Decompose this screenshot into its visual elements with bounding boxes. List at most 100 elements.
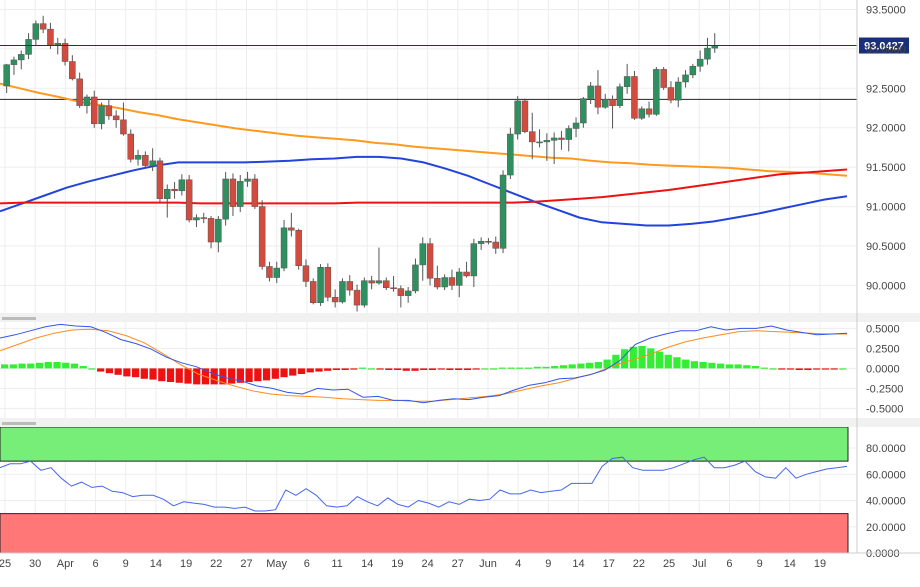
macd-histogram-bar	[236, 368, 244, 383]
candle-up	[237, 181, 244, 207]
candle-down	[426, 243, 434, 279]
candle-down	[434, 278, 441, 288]
macd-histogram-bar	[542, 366, 550, 369]
macd-histogram-bar	[708, 362, 716, 369]
macd-histogram-bar	[131, 368, 140, 378]
macd-histogram-bar	[760, 367, 768, 369]
candle-down	[185, 179, 193, 221]
macd-histogram-bar	[594, 362, 603, 369]
last-price-tag	[859, 37, 909, 54]
macd-histogram-bar	[804, 368, 812, 370]
price-y-tick-label: 92.0000	[866, 123, 906, 135]
x-tick-label: 9	[545, 558, 551, 570]
candle-up	[689, 65, 697, 76]
candle-down	[660, 69, 667, 88]
macd-histogram-bar	[428, 368, 437, 370]
candle-up	[507, 133, 514, 176]
macd-histogram-bar	[498, 367, 506, 369]
candle-up	[361, 280, 368, 306]
price-y-tick-label: 92.5000	[866, 83, 906, 95]
macd-histogram-bar	[603, 359, 611, 369]
macd-histogram-bar	[9, 364, 17, 369]
macd-histogram-bar	[524, 367, 533, 369]
candle-up	[412, 264, 419, 292]
rsi-y-tick-label: 40.0000	[866, 496, 906, 508]
rsi-y-tick-label: 20.0000	[866, 522, 906, 534]
macd-histogram-bar	[62, 362, 70, 369]
macd-histogram-bar	[18, 363, 26, 369]
axes: 25 30 Apr 6 9 14 19 22 27 May 6 11 14 19 24 27 Jun 4 9 14 17…	[0, 0, 920, 570]
rsi-y-tick-label: 60.0000	[866, 469, 906, 481]
x-tick-label: 27	[240, 558, 252, 570]
x-tick-label: 25	[663, 558, 675, 570]
candle-down	[105, 105, 113, 117]
candle-up	[499, 174, 507, 249]
candle-up	[470, 243, 478, 277]
macd-histogram-bar	[297, 368, 306, 374]
macd-y-tick-label: 0.5000	[866, 323, 900, 335]
macd-histogram-bar	[271, 368, 279, 379]
candle-down	[448, 277, 456, 286]
macd-histogram-bar	[743, 365, 751, 369]
macd-histogram-bar	[734, 364, 742, 369]
macd-histogram-bar	[315, 368, 323, 372]
candle-down	[69, 61, 76, 80]
candle-down	[229, 178, 237, 207]
candle-up	[514, 100, 521, 135]
macd-histogram-bar	[149, 368, 157, 380]
macd-histogram-bar	[751, 366, 760, 369]
x-tick-label: 9	[757, 558, 763, 570]
macd-histogram-bar	[184, 368, 192, 384]
candle-up	[273, 267, 280, 278]
macd-histogram-bar	[769, 368, 777, 370]
panel-separator	[0, 313, 920, 322]
candle-up	[193, 217, 200, 221]
price-y-tick-label: 90.5000	[866, 241, 906, 253]
macd-histogram-bar	[821, 368, 830, 370]
candle-down	[207, 218, 215, 243]
candle-up	[572, 122, 580, 129]
macd-histogram-bar	[88, 368, 96, 370]
ma-blue-line	[0, 155, 848, 227]
macd-y-tick-label: -0.5000	[866, 403, 903, 415]
candle-down	[609, 99, 616, 106]
macd-histogram-bar	[437, 368, 445, 370]
x-tick-label: 19	[391, 558, 403, 570]
candle-down	[331, 296, 339, 303]
x-tick-label: 4	[515, 558, 521, 570]
candle-up	[477, 241, 485, 244]
macd-histogram-bar	[516, 367, 524, 369]
macd-histogram-bar	[341, 368, 349, 370]
candle-down	[61, 43, 69, 62]
candle-down	[521, 100, 529, 132]
x-tick-label: 6	[726, 558, 732, 570]
macd-histogram-bar	[175, 368, 183, 383]
macd-histogram-bar	[533, 366, 541, 369]
macd-panel	[0, 323, 848, 404]
candle-up	[134, 155, 142, 160]
macd-histogram-bar	[97, 368, 105, 372]
candle-down	[397, 288, 405, 296]
candle-up	[704, 47, 711, 60]
macd-histogram-bar	[53, 362, 61, 369]
x-tick-label: 24	[421, 558, 433, 570]
macd-histogram-bar	[289, 368, 297, 376]
candle-down	[171, 188, 178, 192]
x-tick-label: 19	[180, 558, 192, 570]
macd-histogram-bar	[114, 368, 122, 375]
macd-histogram-bar	[813, 368, 821, 370]
candle-up	[711, 45, 718, 49]
candle-up	[215, 218, 222, 243]
macd-histogram-bar	[568, 364, 576, 369]
macd-histogram-bar	[682, 359, 690, 369]
candle-up	[10, 59, 18, 65]
x-tick-label: Apr	[57, 558, 74, 570]
macd-histogram-bar	[324, 368, 332, 371]
candle-down	[594, 85, 602, 108]
candle-down	[310, 281, 317, 304]
x-tick-label: 17	[603, 558, 615, 570]
candle-up	[602, 99, 609, 108]
macd-histogram-bar	[402, 368, 410, 371]
macd-histogram-bar	[690, 361, 699, 369]
